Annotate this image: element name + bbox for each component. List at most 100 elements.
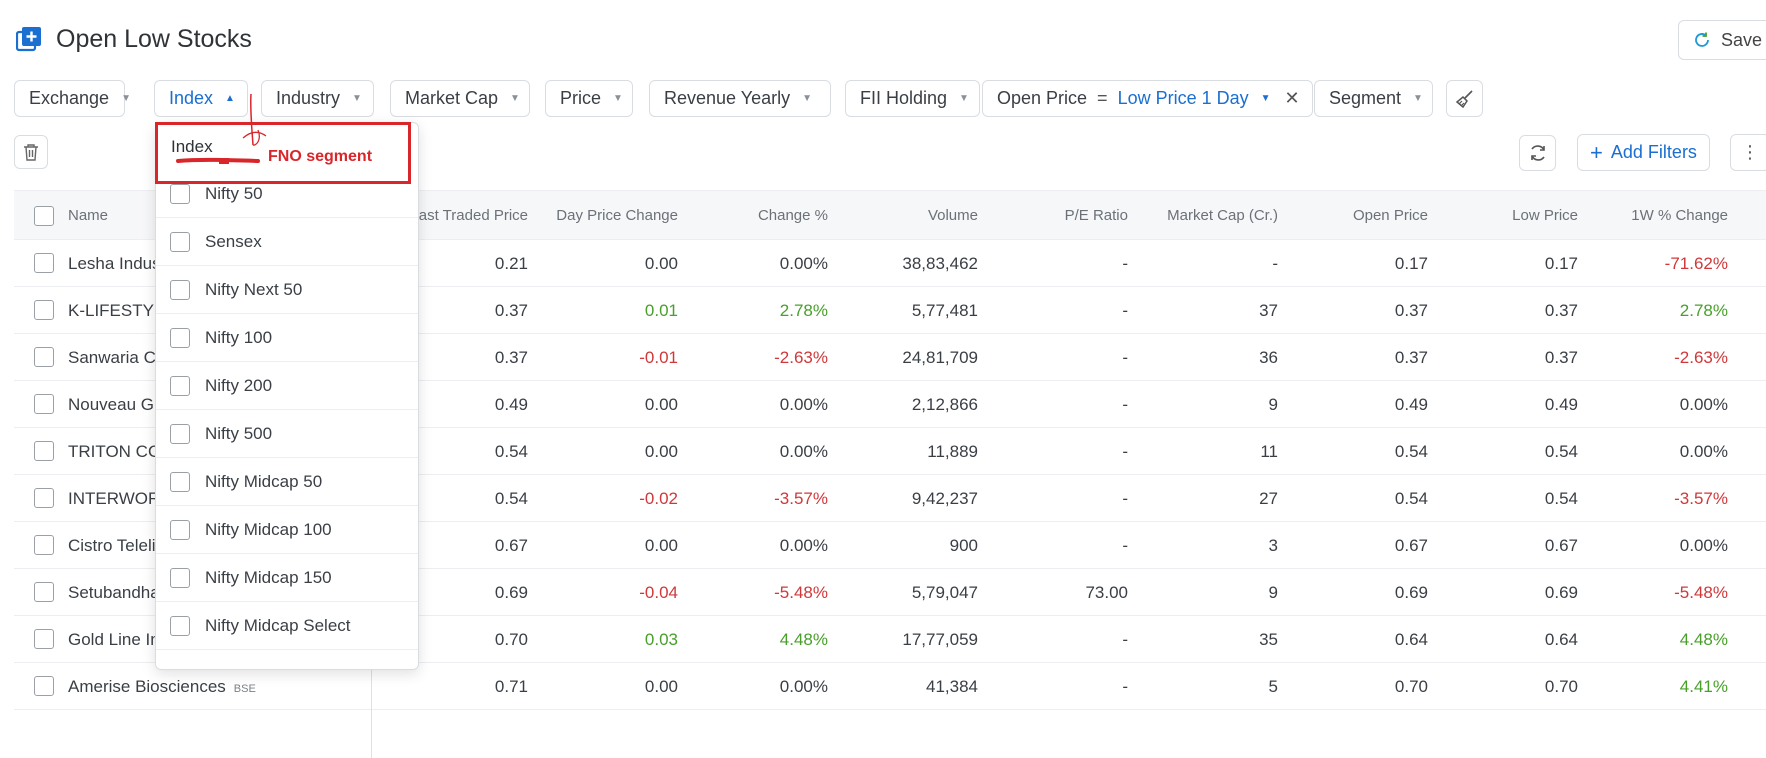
caret-down-icon: ▼ [613,93,623,104]
filter-industry[interactable]: Industry ▼ [261,80,374,117]
dropdown-item[interactable]: Nifty Midcap 50 [156,458,418,506]
dropdown-item-checkbox[interactable] [170,279,190,300]
cell-change-pct: 2.78% [779,301,828,320]
filter-price[interactable]: Price ▼ [545,80,633,117]
row-checkbox[interactable] [34,253,54,273]
table-row[interactable]: Setubandhan 0.69 -0.04 -5.48% 5,79,047 73.00 9… [14,569,1766,616]
dropdown-item-checkbox[interactable] [170,231,190,252]
row-checkbox[interactable] [34,582,54,602]
refresh-button[interactable] [1519,135,1556,171]
dropdown-item-checkbox[interactable] [170,183,190,204]
filter-index[interactable]: Index ▲ [154,80,248,117]
stock-name[interactable]: K-LIFESTYLE [68,301,175,320]
cell-open-price: 0.49 [1394,395,1428,414]
add-filters-label: Add Filters [1610,142,1697,162]
cell-name[interactable]: Amerise Biosciences BSE [68,663,368,710]
row-checkbox[interactable] [34,441,54,461]
dropdown-item-checkbox[interactable] [170,471,190,492]
table-row[interactable]: INTERWORLD 0.54 -0.02 -3.57% 9,42,237 - 27 0.54… [14,475,1766,522]
column-header-name[interactable]: Name [68,207,109,224]
column-header-day-price-change[interactable]: Day Price Change [556,207,678,224]
row-checkbox[interactable] [34,488,54,508]
dropdown-item[interactable]: Nifty Midcap 150 [156,554,418,602]
dropdown-item-checkbox[interactable] [170,519,190,540]
dropdown-item[interactable]: Nifty 100 [156,314,418,362]
close-icon[interactable]: ✕ [1284,88,1300,108]
dropdown-item[interactable]: Sensex [156,218,418,266]
dropdown-item[interactable]: Nifty 200 [156,362,418,410]
annotation-box [155,122,411,184]
dropdown-item-checkbox[interactable] [170,327,190,348]
add-filters-button[interactable]: + Add Filters [1577,134,1710,171]
column-header-market-cap[interactable]: Market Cap (Cr.) [1167,207,1278,224]
filter-segment[interactable]: Segment ▼ [1314,80,1433,117]
cell-volume: 38,83,462 [902,254,978,273]
dropdown-item[interactable]: Nifty Midcap Select [156,602,418,650]
column-header-low-price[interactable]: Low Price [1512,207,1578,224]
caret-down-icon: ▼ [802,93,813,104]
caret-down-icon: ▼ [121,93,131,104]
cell-market-cap: 3 [1268,536,1278,555]
dropdown-item-label: Sensex [205,231,262,251]
dropdown-item[interactable]: Nifty 50 [156,170,418,218]
cell-name[interactable]: Cistro Telelink [68,522,368,569]
cell-volume: 24,81,709 [902,348,978,367]
cell-1w-change: -71.62% [1664,254,1728,273]
filter-market-cap[interactable]: Market Cap ▼ [390,80,530,117]
dropdown-item[interactable]: Nifty 500 [156,410,418,458]
cell-change-pct: 4.48% [779,630,828,649]
column-header-1w-change[interactable]: 1W % Change [1631,207,1728,224]
cell-pe-ratio: - [1122,489,1128,508]
stock-name[interactable]: Cistro Telelink [68,536,174,555]
dropdown-item-label: Nifty Midcap 50 [205,471,323,491]
cell-market-cap: 5 [1268,677,1278,696]
filter-fii-holding[interactable]: FII Holding ▼ [845,80,980,117]
select-all-checkbox[interactable] [34,206,54,226]
table-row[interactable]: Cistro Telelink 0.67 0.00 0.00% 900 - 3 0.67 0.6… [14,522,1766,569]
page-title: Open Low Stocks [56,24,252,53]
stock-name[interactable]: Amerise Biosciences [68,677,226,696]
table-row[interactable]: Sanwaria Consumer 0.37 -0.01 -2.63% 24,81,70… [14,334,1766,381]
cell-name[interactable]: K-LIFESTYLE [68,287,368,334]
row-checkbox[interactable] [34,535,54,555]
row-checkbox[interactable] [34,300,54,320]
dropdown-item-checkbox[interactable] [170,375,190,396]
more-options-button[interactable]: ⋮ [1730,134,1766,171]
clear-filters-button[interactable] [1446,80,1483,117]
column-header-ltp[interactable]: Last Traded Price [410,207,528,224]
stock-name[interactable]: Setubandhan [68,583,170,602]
cell-1w-change: -5.48% [1674,583,1728,602]
table-row[interactable]: Amerise Biosciences BSE 0.71 0.00 0.00% 41,38… [14,663,1766,710]
dropdown-item-checkbox[interactable] [170,615,190,636]
table-row[interactable]: TRITON CORP 0.54 0.00 0.00% 11,889-11 0.54 0.5… [14,428,1766,475]
dropdown-item[interactable]: Nifty Next 50 [156,266,418,314]
dropdown-item-label: Nifty 500 [205,423,273,443]
filter-revenue-yearly[interactable]: Revenue Yearly ▼ [649,80,831,117]
row-checkbox[interactable] [34,347,54,367]
delete-button[interactable] [14,135,48,169]
filter-market-cap-label: Market Cap [405,88,499,108]
row-checkbox[interactable] [34,676,54,696]
save-button[interactable]: Save [1678,20,1766,60]
dropdown-item-checkbox[interactable] [170,567,190,588]
filter-open-price[interactable]: Open Price = Low Price 1 Day ▼ ✕ [982,80,1313,117]
cell-low-price: 0.37 [1544,348,1578,367]
cell-low-price: 0.54 [1544,442,1578,461]
cell-volume: 9,42,237 [911,489,978,508]
column-header-pe-ratio[interactable]: P/E Ratio [1064,207,1128,224]
row-checkbox[interactable] [34,394,54,414]
column-header-change-pct[interactable]: Change % [757,207,828,224]
index-dropdown: Index Nifty 50 Sensex Nifty Next 50 Nifty 1… [155,122,419,670]
dropdown-item-checkbox[interactable] [170,423,190,444]
stock-name[interactable]: INTERWORLD [68,489,182,508]
row-checkbox[interactable] [34,629,54,649]
column-header-volume[interactable]: Volume [927,207,978,224]
cell-name[interactable]: Setubandhan [68,569,368,616]
dropdown-item[interactable]: Nifty Midcap 100 [156,506,418,554]
cell-change-pct: -2.63% [774,348,828,367]
filter-exchange[interactable]: Exchange ▼ [14,80,131,117]
cell-pe-ratio: - [1122,442,1128,461]
table-row[interactable]: K-LIFESTYLE 0.37 0.01 2.78% 5,77,481 - 37 0.37 0… [14,287,1766,334]
cell-name[interactable]: INTERWORLD [68,475,368,522]
column-header-open-price[interactable]: Open Price [1352,207,1428,224]
